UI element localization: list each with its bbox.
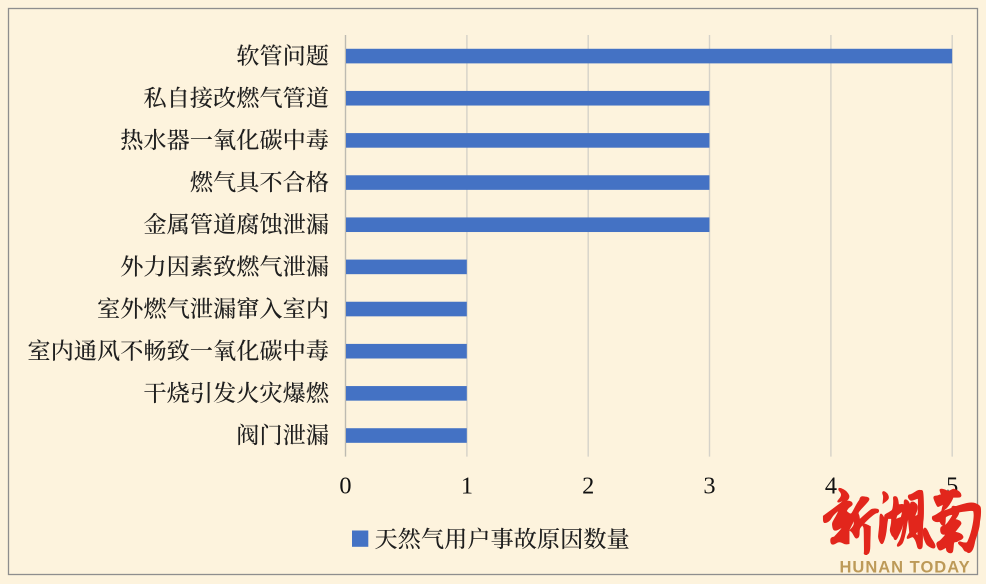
svg-text:1: 1 [461,473,473,500]
svg-text:HUNAN TODAY: HUNAN TODAY [840,559,971,577]
svg-text:4: 4 [825,473,837,500]
svg-text:2: 2 [582,473,594,500]
svg-text:3: 3 [703,473,715,500]
svg-text:0: 0 [339,473,351,500]
